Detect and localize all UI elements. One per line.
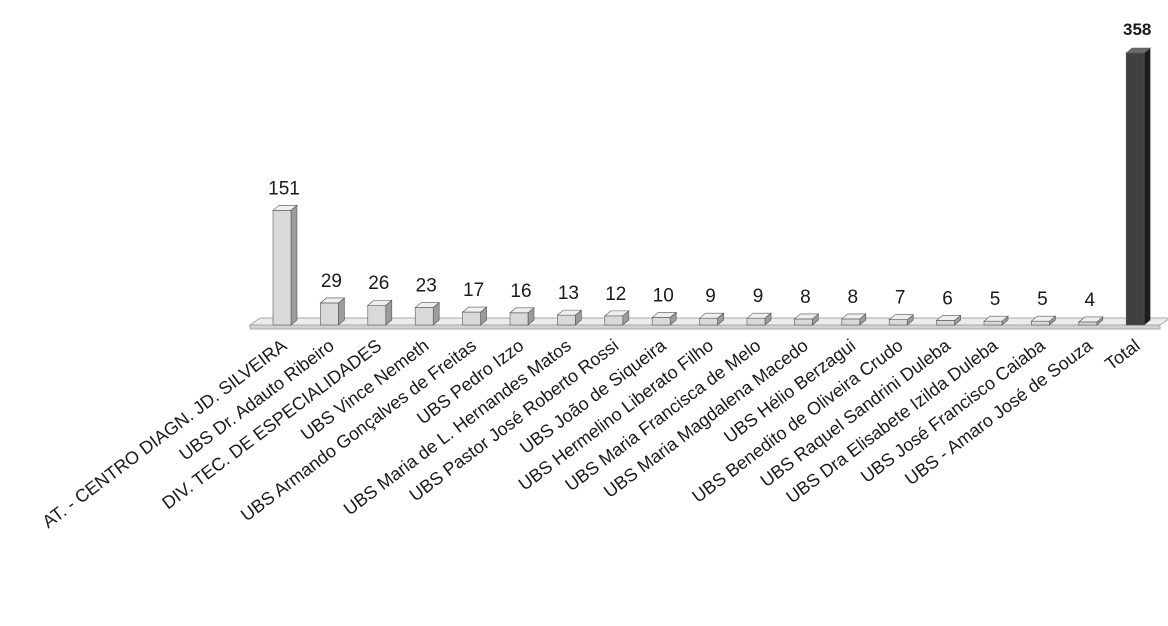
value-label-total: 358 xyxy=(1123,20,1151,39)
bar-front xyxy=(794,318,813,326)
value-label-ubs-dra-elisabete-izilda-duleba: 5 xyxy=(990,289,1001,310)
value-label-div-tec-de-especialidades: 26 xyxy=(368,273,389,294)
bar-front xyxy=(936,320,955,326)
bar-ubs-maria-de-l-hernandes-matos xyxy=(556,309,583,326)
category-label-total: Total xyxy=(1101,335,1143,374)
bar-front xyxy=(509,312,529,326)
bar-ubs-maria-francisca-de-melo xyxy=(746,312,772,326)
bar-top xyxy=(272,204,298,211)
value-label-ubs-amaro-jose-de-souza: 4 xyxy=(1085,290,1096,311)
value-label-ubs-hermelino-liberato-filho: 9 xyxy=(705,286,716,307)
bar-ubs-amaro-jose-de-souza xyxy=(1077,316,1104,326)
bar-top xyxy=(1030,315,1057,322)
bar-div-tec-de-especialidades xyxy=(366,299,393,326)
value-label-at-centro-diagn-jd-silveira: 151 xyxy=(268,178,300,199)
value-label-ubs-jose-francisco-caiaba: 5 xyxy=(1037,289,1048,310)
bar-top xyxy=(556,309,583,316)
value-label-ubs-vince-nemeth: 23 xyxy=(416,276,437,297)
bar-front xyxy=(272,209,292,326)
value-label-ubs-benedito-de-oliveira-crudo: 7 xyxy=(895,288,906,309)
bar-ubs-pedro-izzo xyxy=(509,307,535,326)
bar-front xyxy=(367,304,387,326)
bar-front xyxy=(414,307,434,326)
bar-front xyxy=(651,317,671,326)
bar-top xyxy=(603,310,630,317)
bar-top xyxy=(888,314,915,320)
bar-top xyxy=(935,315,962,321)
bar-side xyxy=(1143,47,1151,326)
bar-top xyxy=(746,312,772,319)
bar-ubs-helio-berzagui xyxy=(840,313,867,326)
bar-top xyxy=(698,312,725,319)
bar-ubs-dr-adauto-ribeiro xyxy=(319,297,346,326)
bar-top xyxy=(1077,316,1104,323)
bar-ubs-armando-goncalves-de-freitas xyxy=(461,306,488,326)
bar-top xyxy=(1125,47,1152,54)
bar-top xyxy=(461,306,488,313)
value-label-ubs-maria-francisca-de-melo: 9 xyxy=(753,286,764,307)
bar-front xyxy=(462,311,481,326)
bar-ubs-vince-nemeth xyxy=(414,301,441,326)
bar-top xyxy=(840,313,867,320)
value-label-ubs-maria-magdalena-macedo: 8 xyxy=(800,287,811,308)
bar-top xyxy=(366,299,393,306)
bar-at-centro-diagn-jd-silveira xyxy=(272,204,298,326)
bar-top xyxy=(983,315,1009,322)
bar-top xyxy=(319,297,346,304)
bar-ubs-dra-elisabete-izilda-duleba xyxy=(983,315,1009,326)
value-label-ubs-raquel-sandrini-duleba: 6 xyxy=(942,288,953,309)
floor-front xyxy=(249,324,1161,330)
bar-ubs-maria-magdalena-macedo xyxy=(793,313,820,326)
bar-top xyxy=(793,313,820,320)
bar-front xyxy=(841,318,861,326)
bar-ubs-raquel-sandrini-duleba xyxy=(935,314,962,326)
bar-front xyxy=(1078,321,1098,326)
bar-front xyxy=(1125,52,1145,326)
bar-top xyxy=(651,312,678,318)
bar-top xyxy=(509,307,535,314)
bar-ubs-pastor-jose-roberto-rossi xyxy=(603,310,630,326)
bar-ubs-jose-francisco-caiaba xyxy=(1030,315,1057,326)
bar-front xyxy=(983,320,1003,326)
value-label-ubs-dr-adauto-ribeiro: 29 xyxy=(321,271,342,292)
bar-front xyxy=(557,314,576,326)
value-label-ubs-pedro-izzo: 16 xyxy=(510,281,531,302)
value-label-ubs-helio-berzagui: 8 xyxy=(848,287,859,308)
bars-group xyxy=(272,47,1152,326)
value-labels-group: 151 29 26 23 17 16 13 12 10 9 9 8 8 7 6 5 5 4 358 xyxy=(268,20,1151,311)
bar-ubs-benedito-de-oliveira-crudo xyxy=(888,314,915,326)
bar-front xyxy=(604,315,624,326)
bar-front xyxy=(888,319,908,326)
bar-top xyxy=(414,302,441,308)
value-label-ubs-armando-goncalves-de-freitas: 17 xyxy=(463,280,484,301)
bar-total xyxy=(1125,47,1152,326)
value-label-ubs-maria-de-l-hernandes-matos: 13 xyxy=(558,283,579,304)
value-label-ubs-joao-de-siqueira: 10 xyxy=(653,285,674,306)
value-label-ubs-pastor-jose-roberto-rossi: 12 xyxy=(605,284,626,305)
bar-ubs-joao-de-siqueira xyxy=(651,311,678,326)
bar-side xyxy=(290,204,298,326)
bar-ubs-hermelino-liberato-filho xyxy=(698,312,725,326)
bar-front xyxy=(320,302,339,326)
bar-front xyxy=(1031,320,1050,326)
bar-front xyxy=(746,317,766,326)
bar-front xyxy=(699,317,718,326)
